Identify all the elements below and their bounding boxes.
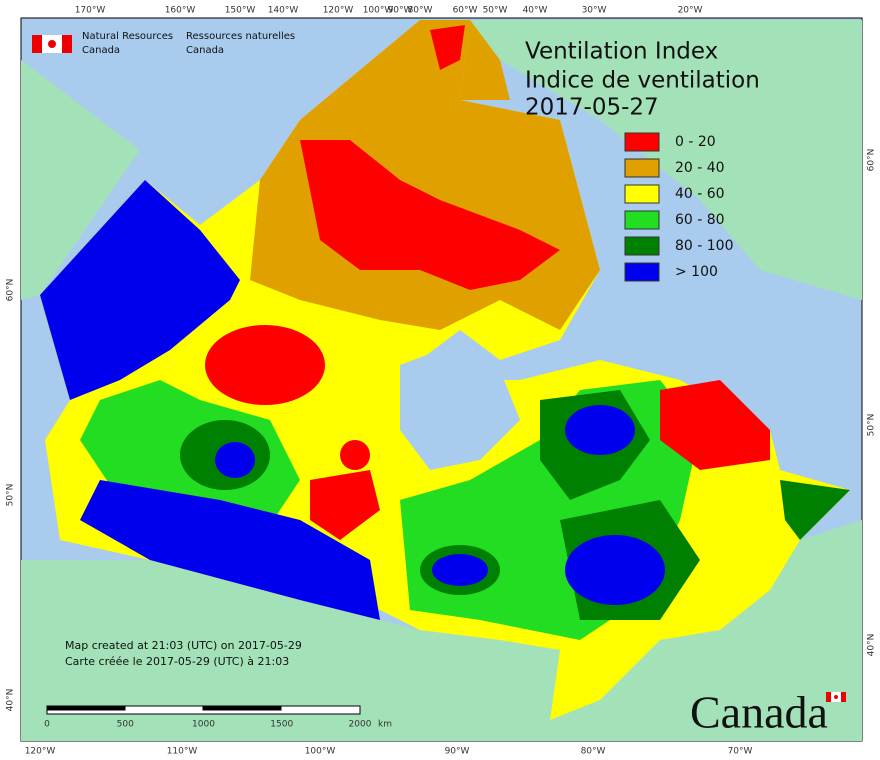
graticule-label: 170°W: [75, 6, 106, 16]
legend-label: 20 - 40: [675, 160, 725, 176]
graticule-label: 20°W: [678, 6, 703, 16]
graticule-label: 40°W: [523, 6, 548, 16]
org-en: Natural Resources: [82, 31, 173, 42]
legend-label: 60 - 80: [675, 212, 725, 228]
graticule-label: 120°W: [25, 747, 56, 757]
scale-label: 2000: [349, 720, 372, 730]
graticule-label: 30°W: [582, 6, 607, 16]
graticule-label: 50°N: [6, 484, 16, 507]
graticule-label: 50°W: [483, 6, 508, 16]
graticule-label: 50°N: [867, 414, 877, 437]
graticule-label: 60°N: [6, 279, 16, 302]
legend-swatch: [624, 184, 660, 204]
legend-swatch: [624, 262, 660, 282]
credit: Map created at 21:03 (UTC) on 2017-05-29: [65, 639, 302, 652]
org-en: Canada: [82, 45, 120, 56]
graticule-label: 60°N: [867, 149, 877, 172]
legend-swatch: [624, 210, 660, 230]
graticule-label: 110°W: [167, 747, 198, 757]
wordmark: Canada: [690, 687, 828, 738]
scale-label: 1500: [270, 720, 293, 730]
date: 2017-05-27: [525, 95, 659, 121]
legend-swatch: [624, 132, 660, 152]
org-fr: Ressources naturelles: [186, 31, 295, 42]
scale-label: 1000: [192, 720, 215, 730]
graticule-label: 40°N: [867, 634, 877, 657]
graticule-label: 90°W: [388, 6, 413, 16]
scale-label: 0: [44, 720, 50, 730]
title: Ventilation Index: [525, 39, 718, 65]
legend-swatch: [624, 236, 660, 256]
legend-label: 80 - 100: [675, 238, 734, 254]
graticule-label: 160°W: [165, 6, 196, 16]
scale-label: 500: [117, 720, 134, 730]
legend-label: 0 - 20: [675, 134, 716, 150]
scale-bar: [46, 705, 361, 715]
graticule-label: 60°W: [453, 6, 478, 16]
graticule-label: 90°W: [445, 747, 470, 757]
land: [21, 20, 862, 741]
legend-label: 40 - 60: [675, 186, 725, 202]
credit: Carte créée le 2017-05-29 (UTC) à 21:03: [65, 655, 289, 668]
org-fr: Canada: [186, 45, 224, 56]
legend-swatch: [624, 158, 660, 178]
graticule-label: 40°N: [6, 689, 16, 712]
flag: [32, 35, 846, 702]
graticule-label: 80°W: [408, 6, 433, 16]
graticule-label: 80°W: [581, 747, 606, 757]
graticule-label: 120°W: [323, 6, 354, 16]
legend-label: > 100: [675, 264, 718, 280]
graticule-label: 70°W: [728, 747, 753, 757]
title: Indice de ventilation: [525, 68, 760, 94]
graticule-label: 100°W: [305, 747, 336, 757]
index-fill: [40, 20, 850, 720]
graticule-label: 150°W: [225, 6, 256, 16]
graticule-label: 100°W: [363, 6, 394, 16]
scale-unit: km: [378, 720, 392, 730]
graticule-label: 140°W: [268, 6, 299, 16]
